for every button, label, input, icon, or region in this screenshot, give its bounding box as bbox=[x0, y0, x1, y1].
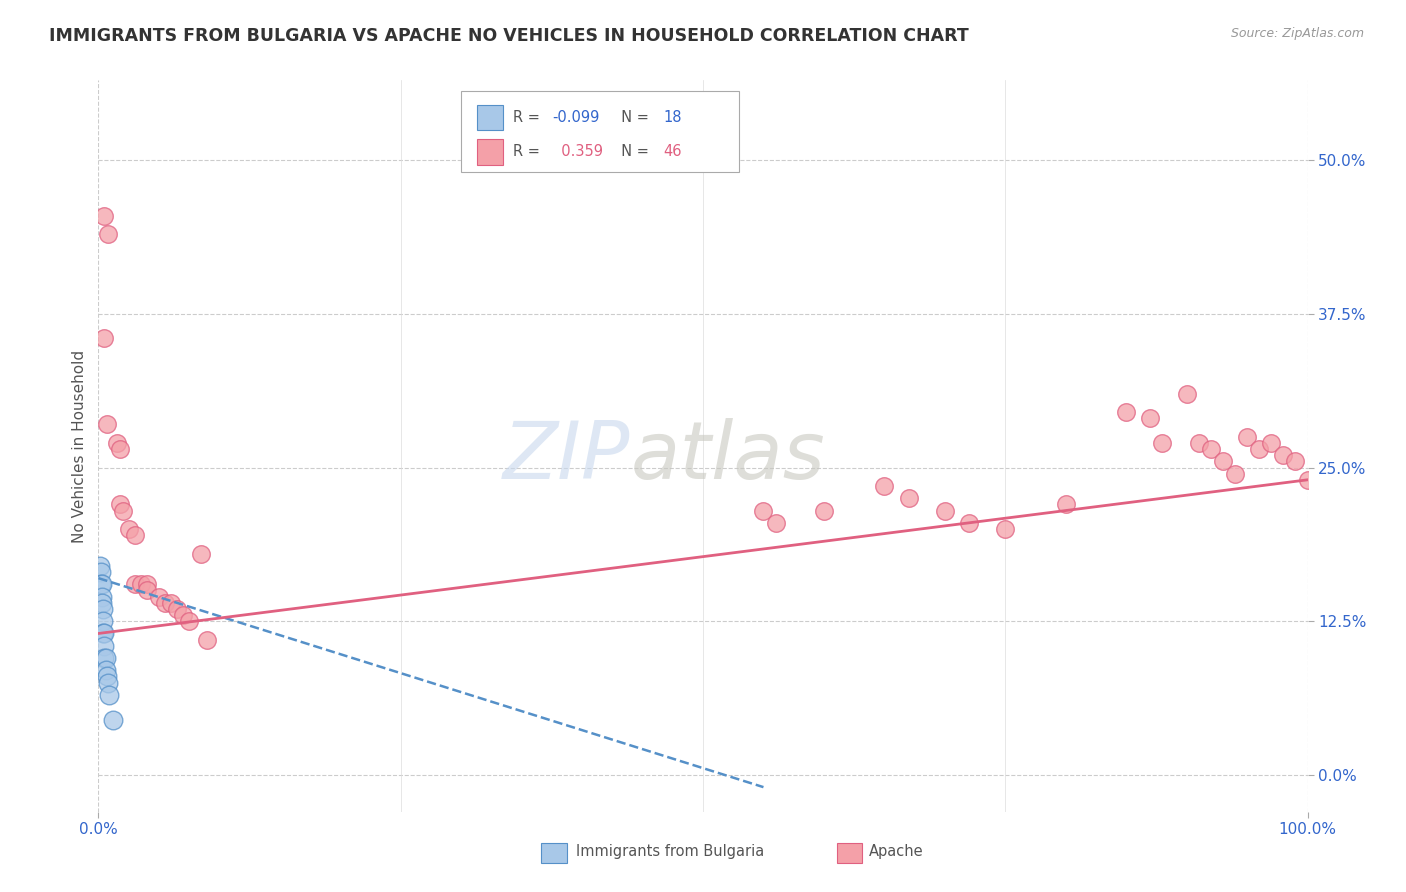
Point bbox=[129, 577, 152, 591]
Point bbox=[1223, 467, 1246, 481]
Text: 18: 18 bbox=[664, 110, 682, 125]
Point bbox=[135, 577, 157, 591]
Point bbox=[97, 675, 120, 690]
Point bbox=[111, 503, 134, 517]
Point bbox=[1236, 430, 1258, 444]
Point bbox=[108, 442, 131, 456]
Point bbox=[96, 417, 118, 432]
Point bbox=[153, 596, 176, 610]
Text: N =: N = bbox=[613, 145, 654, 160]
Point bbox=[90, 565, 112, 579]
Point bbox=[94, 651, 117, 665]
Point bbox=[91, 614, 114, 628]
Point bbox=[98, 688, 121, 702]
Point bbox=[765, 516, 787, 530]
Point bbox=[1152, 436, 1174, 450]
Point bbox=[1054, 497, 1077, 511]
Point bbox=[91, 602, 114, 616]
Point bbox=[101, 713, 124, 727]
Text: Source: ZipAtlas.com: Source: ZipAtlas.com bbox=[1230, 27, 1364, 40]
Point bbox=[94, 664, 117, 678]
Text: -0.099: -0.099 bbox=[551, 110, 599, 125]
Point bbox=[118, 522, 141, 536]
FancyBboxPatch shape bbox=[477, 139, 503, 165]
Point bbox=[873, 479, 896, 493]
Point bbox=[91, 590, 114, 604]
Text: ZIP: ZIP bbox=[503, 418, 630, 496]
Point bbox=[93, 626, 115, 640]
Point bbox=[195, 632, 218, 647]
Point bbox=[1139, 411, 1161, 425]
Text: Apache: Apache bbox=[869, 845, 924, 859]
Point bbox=[91, 626, 114, 640]
Text: N =: N = bbox=[613, 110, 654, 125]
Point bbox=[172, 607, 194, 622]
Point bbox=[897, 491, 920, 506]
Point bbox=[166, 602, 188, 616]
Point bbox=[108, 497, 131, 511]
Point bbox=[994, 522, 1017, 536]
Point bbox=[148, 590, 170, 604]
Point bbox=[1188, 436, 1211, 450]
Point bbox=[190, 547, 212, 561]
Point bbox=[93, 639, 115, 653]
Point bbox=[89, 558, 111, 573]
Point bbox=[93, 331, 115, 345]
Point bbox=[1249, 442, 1271, 456]
Point bbox=[179, 614, 201, 628]
Text: atlas: atlas bbox=[630, 418, 825, 496]
Point bbox=[1175, 386, 1198, 401]
Y-axis label: No Vehicles in Household: No Vehicles in Household bbox=[72, 350, 87, 542]
Text: 0.359: 0.359 bbox=[551, 145, 603, 160]
Point bbox=[1272, 448, 1295, 462]
Point bbox=[1260, 436, 1282, 450]
Point bbox=[93, 651, 115, 665]
Text: IMMIGRANTS FROM BULGARIA VS APACHE NO VEHICLES IN HOUSEHOLD CORRELATION CHART: IMMIGRANTS FROM BULGARIA VS APACHE NO VE… bbox=[49, 27, 969, 45]
Point bbox=[91, 577, 114, 591]
Text: Immigrants from Bulgaria: Immigrants from Bulgaria bbox=[576, 845, 765, 859]
Text: R =: R = bbox=[513, 145, 544, 160]
Point bbox=[93, 209, 115, 223]
Point bbox=[752, 503, 775, 517]
Point bbox=[1199, 442, 1222, 456]
FancyBboxPatch shape bbox=[461, 91, 740, 171]
Text: 46: 46 bbox=[664, 145, 682, 160]
Point bbox=[124, 577, 146, 591]
Point bbox=[934, 503, 956, 517]
FancyBboxPatch shape bbox=[477, 104, 503, 130]
Point bbox=[124, 528, 146, 542]
Point bbox=[1296, 473, 1319, 487]
Point bbox=[160, 596, 183, 610]
Point bbox=[1212, 454, 1234, 468]
Point bbox=[813, 503, 835, 517]
Point bbox=[1115, 405, 1137, 419]
Point bbox=[105, 436, 128, 450]
Point bbox=[90, 577, 112, 591]
Point bbox=[96, 669, 118, 683]
Point bbox=[97, 227, 120, 241]
Point bbox=[957, 516, 980, 530]
Point bbox=[91, 596, 114, 610]
Text: R =: R = bbox=[513, 110, 544, 125]
Point bbox=[1284, 454, 1306, 468]
Point bbox=[135, 583, 157, 598]
